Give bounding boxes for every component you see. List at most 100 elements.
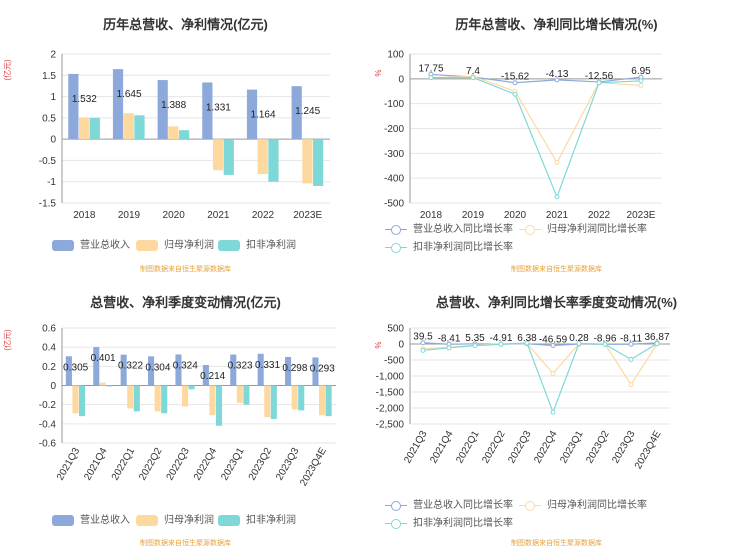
bar-revenue [285,356,292,386]
bar-revenue [93,347,100,386]
data-label: 1.645 [116,89,141,100]
data-label: 6.95 [631,66,651,77]
point-deducted-profit-growth [550,409,556,415]
data-label: -46.59 [539,334,568,345]
legend-label: 扣非净利润同比增长率 [413,242,513,253]
bar-deducted-profit [106,385,113,387]
y-tick-label: 1.5 [42,71,56,82]
x-tick-label: 2023Q3 [274,446,302,483]
x-tick-label: 2023E [627,210,656,221]
data-label: 1.532 [72,94,97,105]
point-deducted-profit-growth [596,80,602,86]
point-deducted-profit-growth [654,341,660,347]
bar-revenue [202,82,213,140]
bar-revenue [202,364,209,386]
point-net-profit-growth [550,370,556,376]
point-deducted-profit-growth [472,343,478,349]
bar-revenue [230,354,237,386]
data-label: 0.305 [63,362,88,373]
x-tick-label: 2022Q4 [192,446,220,483]
x-tick-label: 2023Q3 [610,429,638,466]
legend-label: 营业总收入 [80,515,130,526]
legend-item-revenue-growth: 营业总收入同比增长率 [385,220,513,235]
y-tick-label: -200 [384,124,404,135]
point-net-profit-growth [554,160,560,166]
data-label: -8.96 [594,333,617,344]
chart-title: 总营收、净利季度变动情况(亿元) [90,295,281,310]
x-tick-label: 2023Q1 [219,446,247,483]
line-deducted-profit-growth [431,76,642,199]
data-label: 0.401 [91,353,116,364]
x-tick-label: 2023E [293,210,322,221]
data-label: 0.28 [569,333,589,344]
y-tick-label: -0.6 [39,439,57,450]
bar-net-profit [182,385,189,407]
point-deducted-profit-growth [470,75,476,81]
y-tick-label: 2 [50,50,56,61]
point-revenue-growth [628,341,634,347]
legend-swatch [136,239,158,251]
bar-deducted-profit [89,117,100,140]
x-tick-label: 2021 [207,210,230,221]
y-tick-label: 0 [50,135,56,146]
legend-item-deducted-profit: 扣非净利润 [218,511,296,526]
bar-revenue [257,353,264,386]
legend-label: 扣非净利润 [246,515,296,526]
x-tick-label: 2018 [420,210,443,221]
y-tick-label: -0.4 [39,419,57,430]
y-tick-label: -1,500 [376,388,405,399]
point-revenue-growth [554,77,560,83]
data-label: 6.38 [517,333,537,344]
bar-revenue [65,356,72,386]
y-tick-label: -0.5 [39,156,57,167]
y-tick-label: -500 [384,199,404,210]
point-revenue-growth [512,80,518,86]
y-tick-label: 100 [387,50,404,61]
y-tick-label: -2,000 [376,404,405,415]
bar-deducted-profit [215,385,223,426]
bar-revenue [112,69,124,140]
legend-item-net-profit-growth: 归母净利润同比增长率 [519,220,647,235]
bar-deducted-profit [134,115,145,140]
bar-net-profit [236,385,243,403]
y-tick-label: -300 [384,149,404,160]
x-tick-label: 2021Q3 [402,429,430,466]
bar-deducted-profit [270,385,277,420]
data-label: 0.293 [310,363,335,374]
bar-deducted-profit [298,385,305,411]
x-tick-label: 2022 [588,210,611,221]
chart-panel-quarterly-revenue: 总营收、净利季度变动情况(亿元) (亿元) -0.6 -0.4 -0.2 0 0.2 0.4… [0,278,371,556]
legend-label: 营业总收入 [80,240,130,251]
legend-label: 归母净利润同比增长率 [547,500,647,511]
x-tick-label: 2020 [163,210,186,221]
bar-deducted-profit [243,385,250,405]
bar-net-profit [72,385,79,414]
chart-title: 历年总营收、净利同比增长情况(%) [455,17,658,32]
point-deducted-profit-growth [498,341,504,347]
y-tick-label: -1.5 [39,199,57,210]
x-tick-label: 2022Q3 [165,446,193,483]
legend-item-revenue-growth: 营业总收入同比增长率 [385,496,513,511]
point-deducted-profit-growth [628,356,634,362]
point-deducted-profit-growth [524,340,530,346]
legend-swatch [519,500,541,511]
x-tick-label: 2022Q3 [506,429,534,466]
chart-title: 总营收、净利同比增长率季度变动情况(%) [435,295,678,310]
bar-net-profit [209,385,216,416]
legend-item-deducted-profit: 扣非净利润 [218,236,296,251]
legend-item-deducted-profit-growth: 扣非净利润同比增长率 [385,514,513,529]
source-note: 制图数据来自恒生聚源数据库 [140,540,231,547]
legend-swatch [385,224,407,235]
y-tick-label: 0.5 [42,113,56,124]
bar-deducted-profit [223,139,234,175]
bar-net-profit [99,382,106,386]
chart-svg: % -500 -400 -300 -200 -100 0 100 2018 2019 2020 202… [374,50,662,221]
y-tick-label: 1 [50,92,56,103]
legend-swatch [385,500,407,511]
data-label: 0.298 [282,363,307,374]
chart-svg: (亿元) -1.5 -1 -0.5 0 0.5 1 1.5 2 2018 2019 2020 2021 2… [2,50,330,221]
bar-revenue [291,86,302,140]
legend-item-net-profit: 归母净利润 [136,236,214,251]
bar-net-profit [291,385,298,410]
